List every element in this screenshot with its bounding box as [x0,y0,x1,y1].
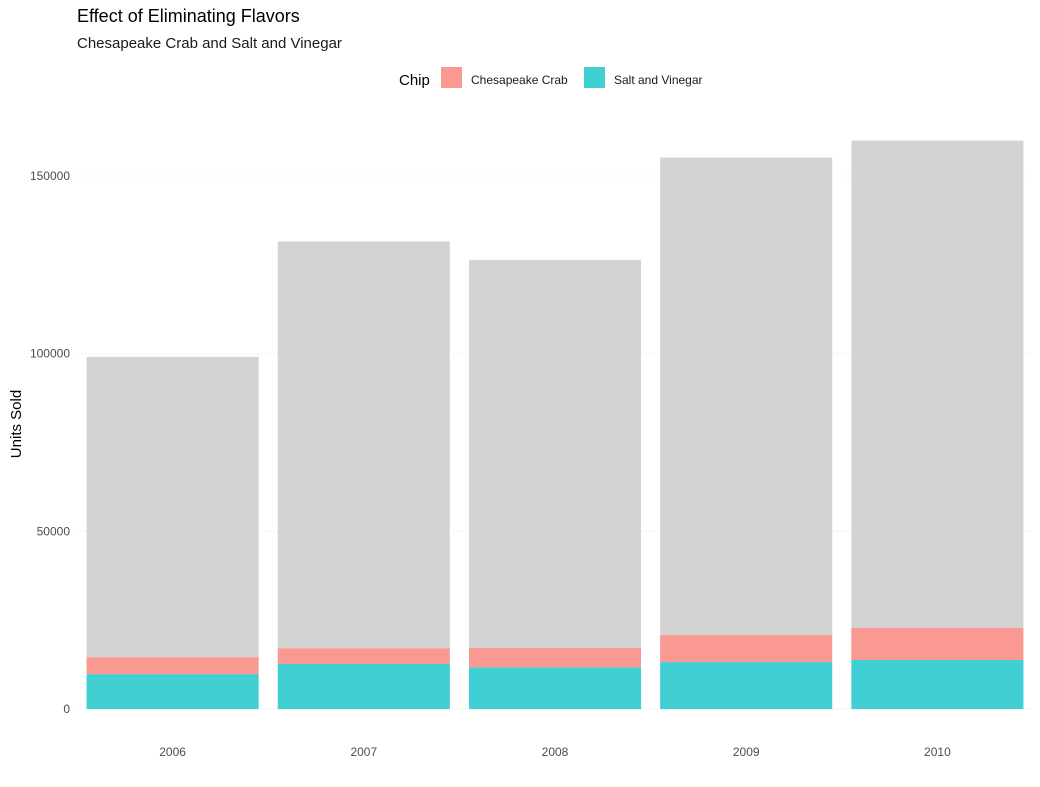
x-axis-ticks: 2006 2007 2008 2009 2010 [159,745,951,759]
bar-other-2009 [660,157,833,636]
x-tick-label-2010: 2010 [924,745,951,759]
x-tick-label-2009: 2009 [733,745,760,759]
bar-salt-and-vinegar-2008 [468,667,642,709]
chart-subtitle: Chesapeake Crab and Salt and Vinegar [77,35,342,52]
legend-swatch-chesapeake-crab [441,67,462,88]
x-tick-label-2006: 2006 [159,745,186,759]
chart-title: Effect of Eliminating Flavors [77,6,300,26]
bar-chesapeake-crab-2008 [468,647,642,668]
bar-salt-and-vinegar-2010 [851,659,1024,709]
bar-salt-and-vinegar-2007 [277,663,450,709]
y-axis-ticks: 0 50000 100000 150000 [30,169,70,716]
legend-label-salt-and-vinegar: Salt and Vinegar [614,73,703,87]
bar-chesapeake-crab-2009 [660,635,833,663]
legend-label-chesapeake-crab: Chesapeake Crab [471,73,568,87]
bar-other-2006 [86,356,259,658]
bar-other-2007 [277,241,450,649]
x-tick-label-2007: 2007 [350,745,377,759]
legend-title: Chip [399,72,430,89]
bar-other-2008 [468,259,642,648]
y-tick-label-0: 0 [63,702,70,716]
bar-salt-and-vinegar-2006 [86,674,259,709]
legend-swatch-salt-and-vinegar [584,67,605,88]
y-tick-label-1: 50000 [37,524,71,538]
bars [86,140,1024,709]
bar-chesapeake-crab-2007 [277,648,450,664]
bar-chesapeake-crab-2010 [851,627,1024,660]
y-tick-label-3: 150000 [30,169,70,183]
bar-salt-and-vinegar-2009 [660,662,833,709]
y-axis-title: Units Sold [8,390,25,458]
x-tick-label-2008: 2008 [542,745,569,759]
bar-chesapeake-crab-2006 [86,657,259,675]
bar-other-2010 [851,140,1024,628]
y-tick-label-2: 100000 [30,347,70,361]
legend: Chip Chesapeake Crab Salt and Vinegar [399,67,703,89]
